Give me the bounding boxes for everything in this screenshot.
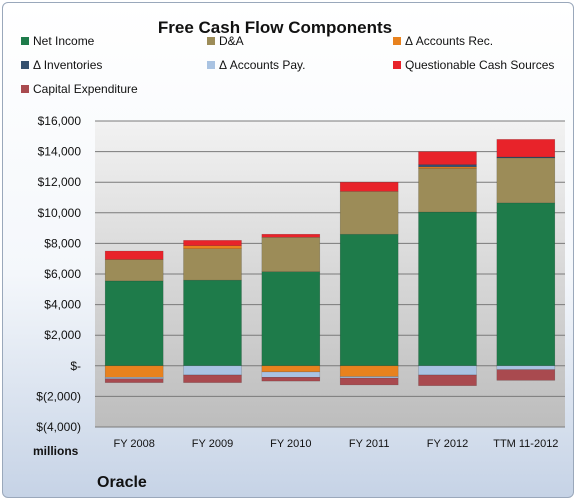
x-tick-label: TTM 11-2012: [493, 438, 558, 450]
legend-item-capital-expenditure: Capital Expenditure: [21, 82, 138, 96]
bar-capital-expenditure-ttm-11-2012: [496, 369, 556, 381]
bar-delta-accounts-rec-fy-2011: [339, 365, 399, 377]
legend-swatch: [21, 61, 29, 69]
legend-label: Net Income: [33, 34, 95, 48]
y-tick-label: $(2,000): [36, 389, 81, 403]
legend-swatch: [207, 37, 215, 45]
bar-delta-inventories-fy-2012: [418, 164, 477, 168]
bar-capital-expenditure-fy-2012: [418, 374, 477, 386]
legend-item-questionable-cash-sources: Questionable Cash Sources: [393, 58, 554, 72]
bar-delta-accounts-pay-ttm-11-2012: [496, 365, 556, 370]
bar-capital-expenditure-fy-2011: [339, 377, 399, 386]
y-tick-label: $6,000: [44, 267, 81, 281]
legend-item-delta-inventories: Δ Inventories: [21, 58, 102, 72]
bar-questionable-cash-sources-fy-2011: [339, 181, 399, 192]
bar-questionable-cash-sources-ttm-11-2012: [496, 139, 556, 158]
bar-questionable-cash-sources-fy-2009: [183, 240, 242, 246]
legend-item-delta-accounts-rec: Δ Accounts Rec.: [393, 34, 493, 48]
y-tick-label: $14,000: [38, 145, 82, 159]
legend-swatch: [393, 61, 401, 69]
bar-questionable-cash-sources-fy-2010: [261, 233, 321, 238]
bar-d-a-fy-2010: [261, 237, 321, 272]
x-tick-label: FY 2008: [113, 438, 154, 450]
legend-item-d-a: D&A: [207, 34, 244, 48]
y-tick-label: $12,000: [38, 175, 82, 189]
bar-capital-expenditure-fy-2009: [183, 374, 242, 383]
chart-title: Free Cash Flow Components: [158, 18, 392, 37]
bar-delta-accounts-pay-fy-2010: [261, 371, 321, 378]
legend-label: Δ Accounts Rec.: [405, 34, 493, 48]
bar-net-income-fy-2010: [261, 271, 321, 367]
chart-frame: Free Cash Flow Components Net Income D&A Δ…: [2, 2, 574, 498]
bar-d-a-fy-2012: [418, 168, 477, 213]
legend-item-net-income: Net Income: [21, 34, 95, 48]
y-tick-label: $8,000: [44, 236, 81, 250]
bar-delta-accounts-pay-fy-2009: [183, 365, 242, 376]
bar-capital-expenditure-fy-2008: [104, 378, 164, 383]
y-tick-label: $10,000: [38, 206, 82, 220]
y-tick-label: $16,000: [38, 114, 82, 128]
y-tick-label: $(4,000): [36, 420, 81, 434]
x-tick-label: FY 2011: [349, 438, 390, 450]
legend-swatch: [207, 61, 215, 69]
bar-d-a-fy-2008: [104, 259, 164, 282]
bar-delta-accounts-rec-fy-2010: [261, 365, 321, 373]
bar-questionable-cash-sources-fy-2012: [418, 151, 477, 165]
bar-questionable-cash-sources-fy-2008: [104, 250, 164, 260]
legend-label: D&A: [219, 34, 244, 48]
legend-item-delta-accounts-pay: Δ Accounts Pay.: [207, 58, 306, 72]
legend-label: Δ Accounts Pay.: [219, 58, 306, 72]
legend-label: Δ Inventories: [33, 58, 102, 72]
bar-d-a-fy-2011: [339, 191, 399, 235]
free-cash-flow-chart: Free Cash Flow Components Net Income D&A Δ…: [21, 18, 565, 491]
y-axis: $(4,000) $(2,000) $- $2,000 $4,000 $6,000 $8,0…: [36, 114, 81, 434]
bar-delta-accounts-rec-fy-2009: [183, 245, 242, 250]
bar-d-a-fy-2009: [183, 248, 242, 281]
legend-swatch: [21, 37, 29, 45]
y-axis-units-label: millions: [33, 444, 79, 458]
legend-swatch: [393, 37, 401, 45]
plot-area: [95, 120, 565, 428]
x-tick-label: FY 2009: [192, 438, 233, 450]
bar-net-income-fy-2011: [339, 233, 399, 367]
bar-net-income-fy-2012: [418, 211, 477, 367]
legend-label: Questionable Cash Sources: [405, 58, 554, 72]
chart-legend: Net Income D&A Δ Accounts Rec. Δ Inventorie…: [21, 34, 554, 96]
legend-label: Capital Expenditure: [33, 82, 138, 96]
bar-delta-accounts-rec-fy-2008: [104, 365, 164, 378]
bar-net-income-fy-2008: [104, 280, 164, 367]
y-tick-label: $2,000: [44, 328, 81, 342]
bar-net-income-ttm-11-2012: [496, 202, 556, 367]
company-name: Oracle: [97, 474, 147, 491]
legend-swatch: [21, 85, 29, 93]
y-tick-label: $4,000: [44, 298, 81, 312]
bar-capital-expenditure-fy-2010: [261, 377, 321, 382]
y-tick-label: $-: [70, 359, 81, 373]
x-tick-label: FY 2010: [270, 438, 311, 450]
x-tick-label: FY 2012: [427, 438, 468, 450]
x-axis: FY 2008 FY 2009 FY 2010 FY 2011 FY 2012 TTM 1…: [113, 438, 558, 450]
bar-d-a-ttm-11-2012: [496, 157, 556, 204]
bar-delta-accounts-pay-fy-2012: [418, 365, 477, 376]
bar-net-income-fy-2009: [183, 279, 242, 367]
